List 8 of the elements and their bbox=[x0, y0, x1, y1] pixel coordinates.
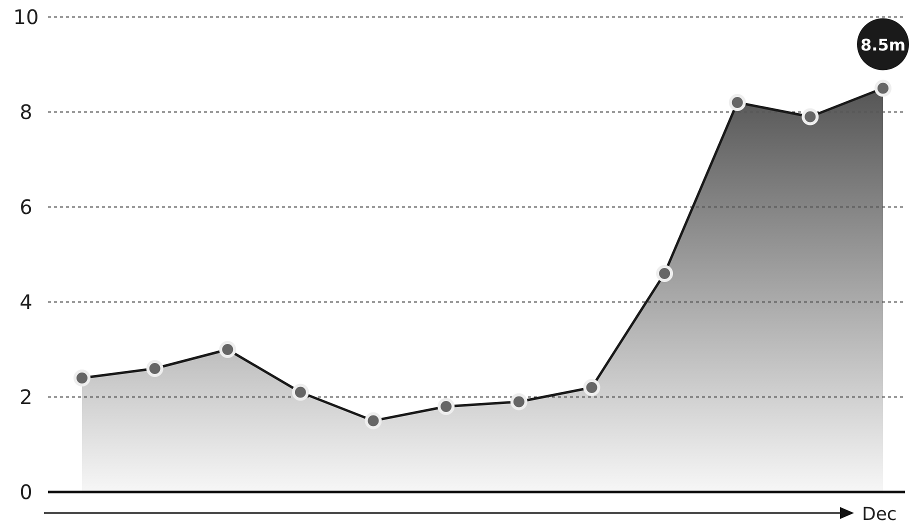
y-tick-label: 8 bbox=[20, 100, 32, 124]
y-tick-label: 0 bbox=[20, 480, 32, 504]
y-tick-label: 4 bbox=[20, 290, 32, 314]
annotation: 8.5m bbox=[860, 35, 906, 54]
x-axis-title: Dec bbox=[862, 504, 897, 524]
y-tick-label: 6 bbox=[20, 195, 32, 220]
y-tick-label: 2 bbox=[20, 385, 32, 410]
y-tick-label: 10 bbox=[13, 5, 39, 30]
